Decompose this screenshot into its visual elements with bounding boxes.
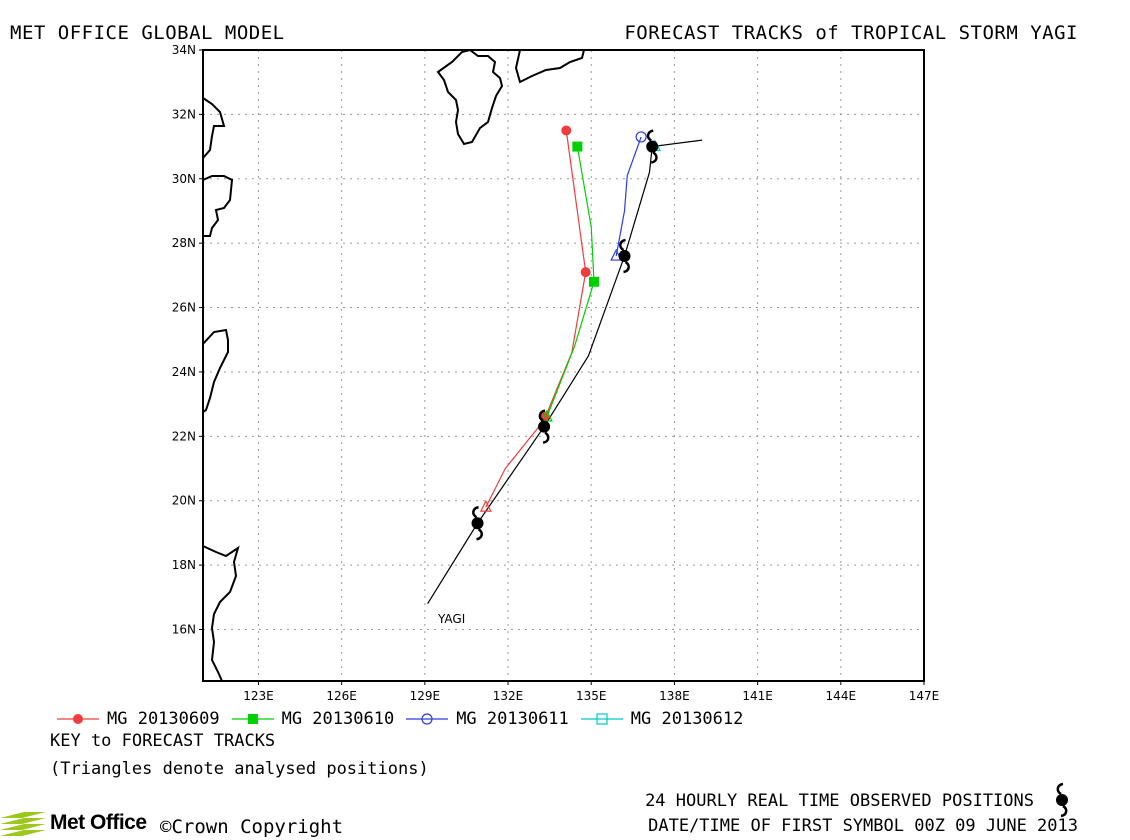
forecast-track-1 — [540, 141, 600, 422]
forecast-marker — [580, 267, 591, 278]
lon-tick-label: 135E — [576, 689, 607, 703]
storm-name-label: YAGI — [437, 612, 465, 626]
lon-tick-label: 126E — [326, 689, 357, 703]
lon-tick-label: 129E — [410, 689, 441, 703]
chart-title: FORECAST TRACKS of TROPICAL STORM YAGI — [624, 22, 1078, 44]
lat-tick-label: 32N — [172, 107, 196, 121]
coastline-luzon — [203, 545, 240, 681]
coastline-kyushu — [436, 50, 504, 146]
key-note: (Triangles denote analysed positions) — [50, 759, 429, 779]
observed-storm-symbol — [644, 129, 660, 164]
key-title: KEY to FORECAST TRACKS — [50, 731, 276, 751]
legend-marker — [247, 714, 258, 724]
legend-marker — [596, 713, 608, 725]
analysed-position-triangle — [540, 409, 553, 422]
first-symbol-date-label: DATE/TIME OF FIRST SYMBOL 00Z 09 JUNE 20… — [648, 816, 1078, 836]
coastline-china-north — [203, 97, 226, 159]
coastline-shikoku — [514, 50, 585, 84]
forecast-marker — [572, 141, 583, 152]
lat-tick-label: 18N — [172, 558, 196, 572]
lon-tick-label: 141E — [742, 689, 773, 703]
forecast-marker — [589, 276, 600, 287]
forecast-track-line — [485, 130, 587, 508]
legend-item-1: MG 20130610 — [230, 709, 395, 729]
lon-tick-label: 147E — [909, 689, 940, 703]
storm-symbol-icon — [1054, 782, 1070, 818]
coastline-taiwan — [203, 328, 229, 413]
lon-tick-label: 144E — [826, 689, 857, 703]
legend-label: MG 20130612 — [630, 709, 744, 729]
observed-storm-symbol — [470, 506, 485, 541]
coastlines — [203, 50, 585, 681]
forecast-track-line — [546, 146, 595, 418]
met-office-logo: Met Office — [0, 808, 147, 838]
legend-item-3: MG 20130612 — [579, 709, 744, 729]
legend-label: MG 20130611 — [456, 709, 569, 729]
forecast-track-0 — [479, 125, 591, 512]
met-office-logo-icon — [0, 812, 46, 836]
copyright-notice: ©Crown Copyright — [160, 816, 344, 838]
legend-label: MG 20130610 — [281, 709, 395, 729]
lon-tick-label: 123E — [243, 689, 274, 703]
lat-tick-label: 20N — [172, 494, 196, 508]
plot-frame — [202, 49, 925, 682]
lon-tick-label: 132E — [493, 689, 524, 703]
lat-tick-label: 30N — [172, 172, 196, 186]
tracks-layer — [427, 125, 703, 605]
lat-lon-grid: 16N 18N 20N 22N 24N 26N 28N 30N 32N 34N 123E 126E 12… — [172, 43, 940, 703]
lat-tick-label: 22N — [172, 429, 196, 443]
legend-swatch — [406, 713, 449, 725]
forecast-marker — [635, 131, 647, 143]
forecast-track-line — [615, 136, 642, 257]
legend-marker — [421, 713, 433, 725]
legend: MG 20130609 MG 20130610 MG 20130611 MG 2013… — [55, 708, 753, 730]
lat-tick-label: 16N — [172, 622, 196, 636]
legend-swatch — [231, 714, 274, 724]
lat-tick-label: 26N — [172, 301, 196, 315]
lat-tick-label: 28N — [172, 236, 196, 250]
forecast-marker — [561, 125, 572, 136]
model-title: MET OFFICE GLOBAL MODEL — [10, 22, 285, 44]
legend-label: MG 20130609 — [107, 709, 220, 729]
legend-item-2: MG 20130611 — [404, 709, 569, 729]
observed-positions-label: 24 HOURLY REAL TIME OBSERVED POSITIONS — [645, 791, 1034, 811]
lon-tick-label: 138E — [659, 689, 690, 703]
coastline-china-mid — [203, 175, 234, 237]
legend-swatch — [57, 714, 99, 724]
analysed-position-triangle — [479, 499, 492, 512]
legend-marker — [73, 714, 83, 724]
lat-tick-label: 34N — [172, 43, 196, 57]
legend-swatch — [580, 713, 623, 725]
lat-tick-label: 24N — [172, 365, 196, 379]
legend-item-0: MG 20130609 — [55, 709, 220, 729]
logo-text: Met Office — [50, 811, 147, 834]
